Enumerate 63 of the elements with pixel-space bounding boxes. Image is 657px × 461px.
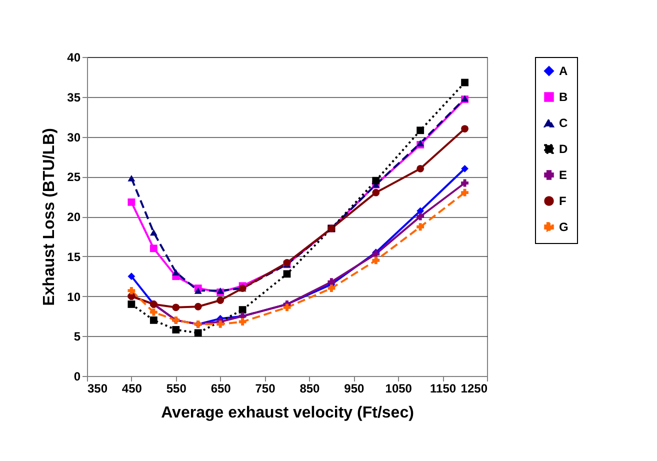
y-tick-label: 25 [67,170,81,184]
x-tick-label: 1250 [460,382,488,396]
x-tick-label: 950 [344,382,364,396]
point [172,326,180,334]
y-tick-label: 10 [67,290,81,304]
x-tick-label: 450 [122,382,142,396]
y-tick-label: 35 [67,90,81,104]
point [150,316,158,324]
x-axis-title: Average exhaust velocity (Ft/sec) [161,404,414,422]
point [416,223,424,231]
point [328,284,336,292]
y-tick-label: 0 [74,370,81,384]
y-tick-label: 15 [67,250,81,264]
point [128,300,136,308]
y-axis-title: Exhaust Loss (BTU/LB) [41,128,58,306]
x-tick-label: 850 [300,382,320,396]
point [461,188,468,196]
point [461,164,468,172]
y-tick-label: 40 [67,50,81,64]
legend-label: C [559,116,568,130]
point [416,126,424,134]
point [461,125,468,132]
x-tick-label: 650 [210,382,232,396]
x-tick-label: 1050 [385,382,412,396]
legend-label: F [559,194,566,208]
x-tick-label: 350 [88,382,108,396]
point [238,306,246,314]
point [372,188,380,196]
point [461,78,468,86]
point [128,272,136,280]
point [283,270,291,278]
point [128,175,136,182]
point [172,304,180,312]
point [461,179,468,187]
point [238,318,246,326]
legend-label: G [559,220,568,234]
legend-label: E [559,168,568,182]
point [150,229,158,236]
x-tick-label: 550 [166,382,187,396]
point [372,256,380,264]
point [128,286,136,294]
point [194,329,202,337]
legend-label: D [559,142,568,156]
x-tick-label: 1150 [430,382,456,396]
y-tick-label: 30 [67,130,81,144]
point [416,164,424,172]
y-tick-label: 20 [67,210,81,224]
point [328,278,336,286]
point [216,320,224,328]
y-tick-label: 5 [74,330,81,344]
point [194,287,202,294]
point [128,198,136,206]
legend-label: B [559,90,568,104]
point [283,304,291,312]
point [216,296,224,304]
x-tick-label: 750 [255,382,276,396]
point [372,176,380,184]
point [150,308,158,316]
point [172,269,180,276]
legend-label: A [559,64,568,78]
point [416,212,424,220]
point [150,244,158,252]
point [194,302,202,310]
